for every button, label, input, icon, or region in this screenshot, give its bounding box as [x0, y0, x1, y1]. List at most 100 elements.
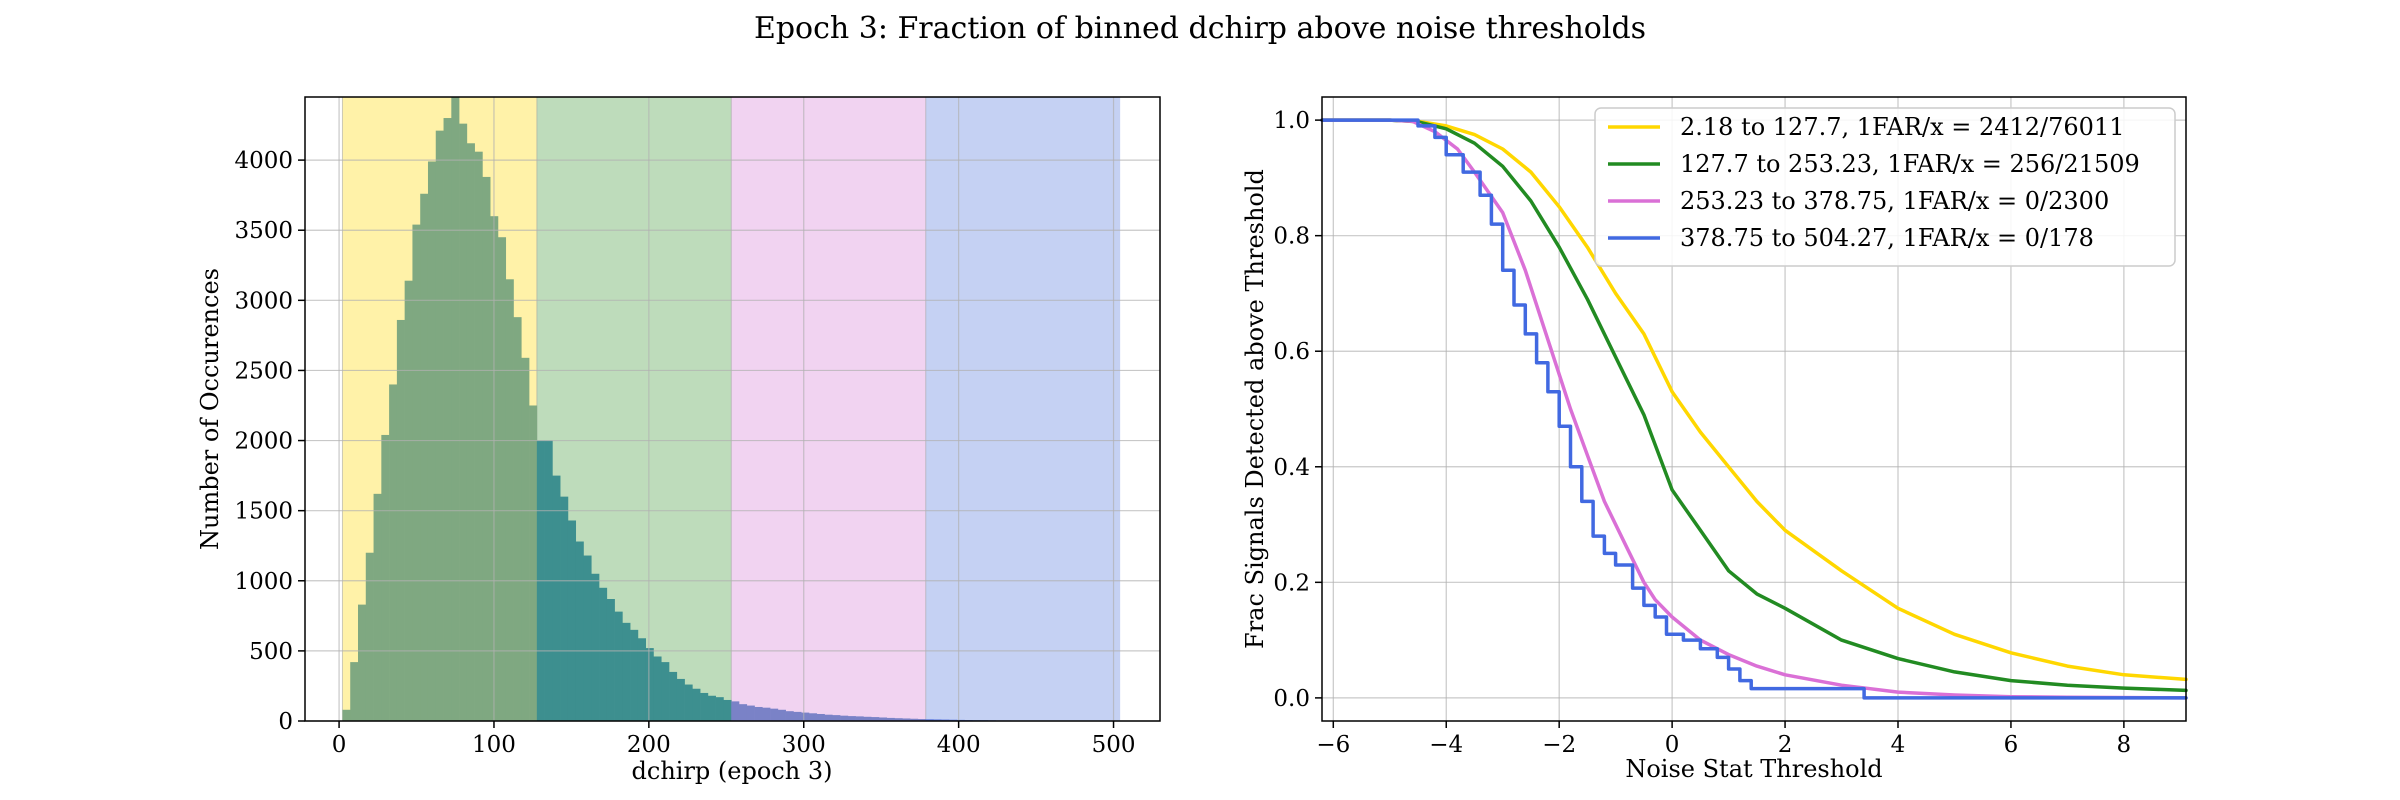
histogram-bar [847, 716, 856, 721]
histogram-bar [381, 434, 390, 721]
histogram-bar [575, 541, 584, 721]
histogram-bar [505, 279, 514, 721]
histogram-bar [692, 688, 701, 721]
bin-band-pink [731, 97, 926, 721]
histogram-bar [855, 716, 864, 721]
histogram-bar [715, 697, 724, 721]
histogram-bar [746, 705, 755, 721]
line-chart-plot-frame [1321, 96, 2187, 722]
y-tick-label: 2500 [234, 358, 293, 384]
histogram-bar [754, 706, 763, 721]
legend-label: 2.18 to 127.7, 1FAR/x = 2412/76011 [1680, 113, 2125, 141]
histogram-bar [389, 384, 398, 721]
histogram-bar [684, 684, 693, 721]
histogram-bar [762, 707, 771, 721]
x-tick-label: −2 [1542, 732, 1576, 758]
histogram-bar [816, 713, 825, 721]
histogram-bar [785, 711, 794, 721]
y-tick-label: 1.0 [1273, 108, 1310, 134]
series-line-pink [1320, 118, 2188, 700]
legend-label: 127.7 to 253.23, 1FAR/x = 256/21509 [1680, 150, 2140, 178]
legend-label: 378.75 to 504.27, 1FAR/x = 0/178 [1680, 224, 2094, 252]
histogram-bar [653, 656, 662, 721]
histogram-plot-frame [304, 96, 1161, 722]
histogram-bar [871, 717, 880, 721]
histogram-bar [917, 719, 926, 721]
x-tick-label: 100 [472, 732, 516, 758]
histogram-y-axis-label: Number of Occurences [196, 268, 224, 550]
histogram-panel: 0 100 200 300 400 500 0 500 1000 1500 2000 2500 3000… [196, 96, 1161, 785]
y-tick-label: 3000 [234, 288, 293, 314]
histogram-bar [350, 662, 359, 721]
histogram-bar [567, 520, 577, 721]
histogram-bar [824, 714, 833, 721]
y-tick-label: 2000 [234, 429, 293, 455]
y-tick-label: 0.4 [1273, 455, 1310, 481]
histogram-bar [739, 704, 748, 721]
histogram-bar [497, 237, 507, 721]
histogram-bar [793, 711, 802, 721]
legend-items: 2.18 to 127.7, 1FAR/x = 2412/76011 127.7 … [1608, 113, 2140, 252]
x-tick-label: −6 [1316, 732, 1350, 758]
y-tick-label: 0.0 [1273, 686, 1310, 712]
histogram-bar [396, 319, 405, 721]
y-tick-label: 0.2 [1273, 570, 1310, 596]
histogram-bar [910, 718, 919, 721]
histogram-bar [451, 97, 460, 721]
histogram-bar [886, 717, 895, 721]
histogram-bar [599, 587, 608, 721]
histogram-bar [676, 678, 685, 721]
histogram-bar [878, 717, 888, 721]
histogram-bar [583, 555, 592, 721]
histogram-bar [645, 648, 654, 721]
legend-box [1594, 107, 2176, 267]
x-tick-label: 400 [937, 732, 981, 758]
legend: 2.18 to 127.7, 1FAR/x = 2412/76011 127.7 … [1594, 107, 2176, 267]
x-tick-label: 8 [2117, 732, 2132, 758]
histogram-bar [770, 708, 779, 721]
line-chart-y-axis-label: Frac Signals Detected above Threshold [1241, 169, 1269, 649]
bin-band-blue [925, 97, 1121, 721]
histogram-bar [521, 357, 530, 721]
histogram-bar [894, 718, 903, 721]
line-chart-x-axis-label: Noise Stat Threshold [1625, 755, 1882, 783]
y-tick-label: 0 [278, 709, 293, 735]
histogram-bar [630, 629, 639, 721]
x-tick-label: 2 [1778, 732, 1793, 758]
x-tick-label: 6 [2004, 732, 2019, 758]
x-tick-label: 4 [1891, 732, 1906, 758]
detection-fraction-panel: −6 −4 −2 0 2 4 6 8 0.0 0.2 0.4 0.6 0.8 1.0 Noise Stat… [1241, 96, 2188, 783]
histogram-bar [731, 701, 740, 721]
histogram-bar [412, 224, 421, 721]
histogram-bar [925, 719, 934, 721]
histogram-bar [723, 699, 732, 721]
histogram-bar [358, 604, 367, 721]
x-tick-label: 300 [782, 732, 826, 758]
series-line-green [1320, 118, 2188, 693]
histogram-bar [777, 709, 786, 721]
series-line-yellow [1320, 118, 2188, 682]
histogram-bar [373, 493, 382, 721]
histogram-bar [637, 638, 646, 721]
figure-title: Epoch 3: Fraction of binned dchirp above… [754, 11, 1646, 46]
y-tick-label: 3500 [234, 218, 293, 244]
histogram-bar [420, 193, 429, 721]
histogram-bar [552, 475, 561, 721]
y-tick-label: 1000 [234, 569, 293, 595]
histogram-x-axis-label: dchirp (epoch 3) [632, 757, 833, 785]
x-tick-label: 0 [1665, 732, 1680, 758]
histogram-bar [840, 715, 849, 721]
histogram-bar [459, 123, 468, 721]
histogram-bar [443, 118, 452, 722]
legend-label: 253.23 to 378.75, 1FAR/x = 0/2300 [1680, 187, 2109, 215]
histogram-bar [466, 143, 475, 721]
y-tick-label: 1500 [234, 499, 293, 525]
histogram-bar [404, 280, 413, 721]
histogram-bar [707, 695, 716, 721]
histogram-bar [933, 719, 942, 721]
histogram-bar [669, 671, 678, 721]
histogram-bar [808, 713, 818, 721]
x-tick-label: 0 [332, 732, 347, 758]
x-tick-label: −4 [1429, 732, 1463, 758]
